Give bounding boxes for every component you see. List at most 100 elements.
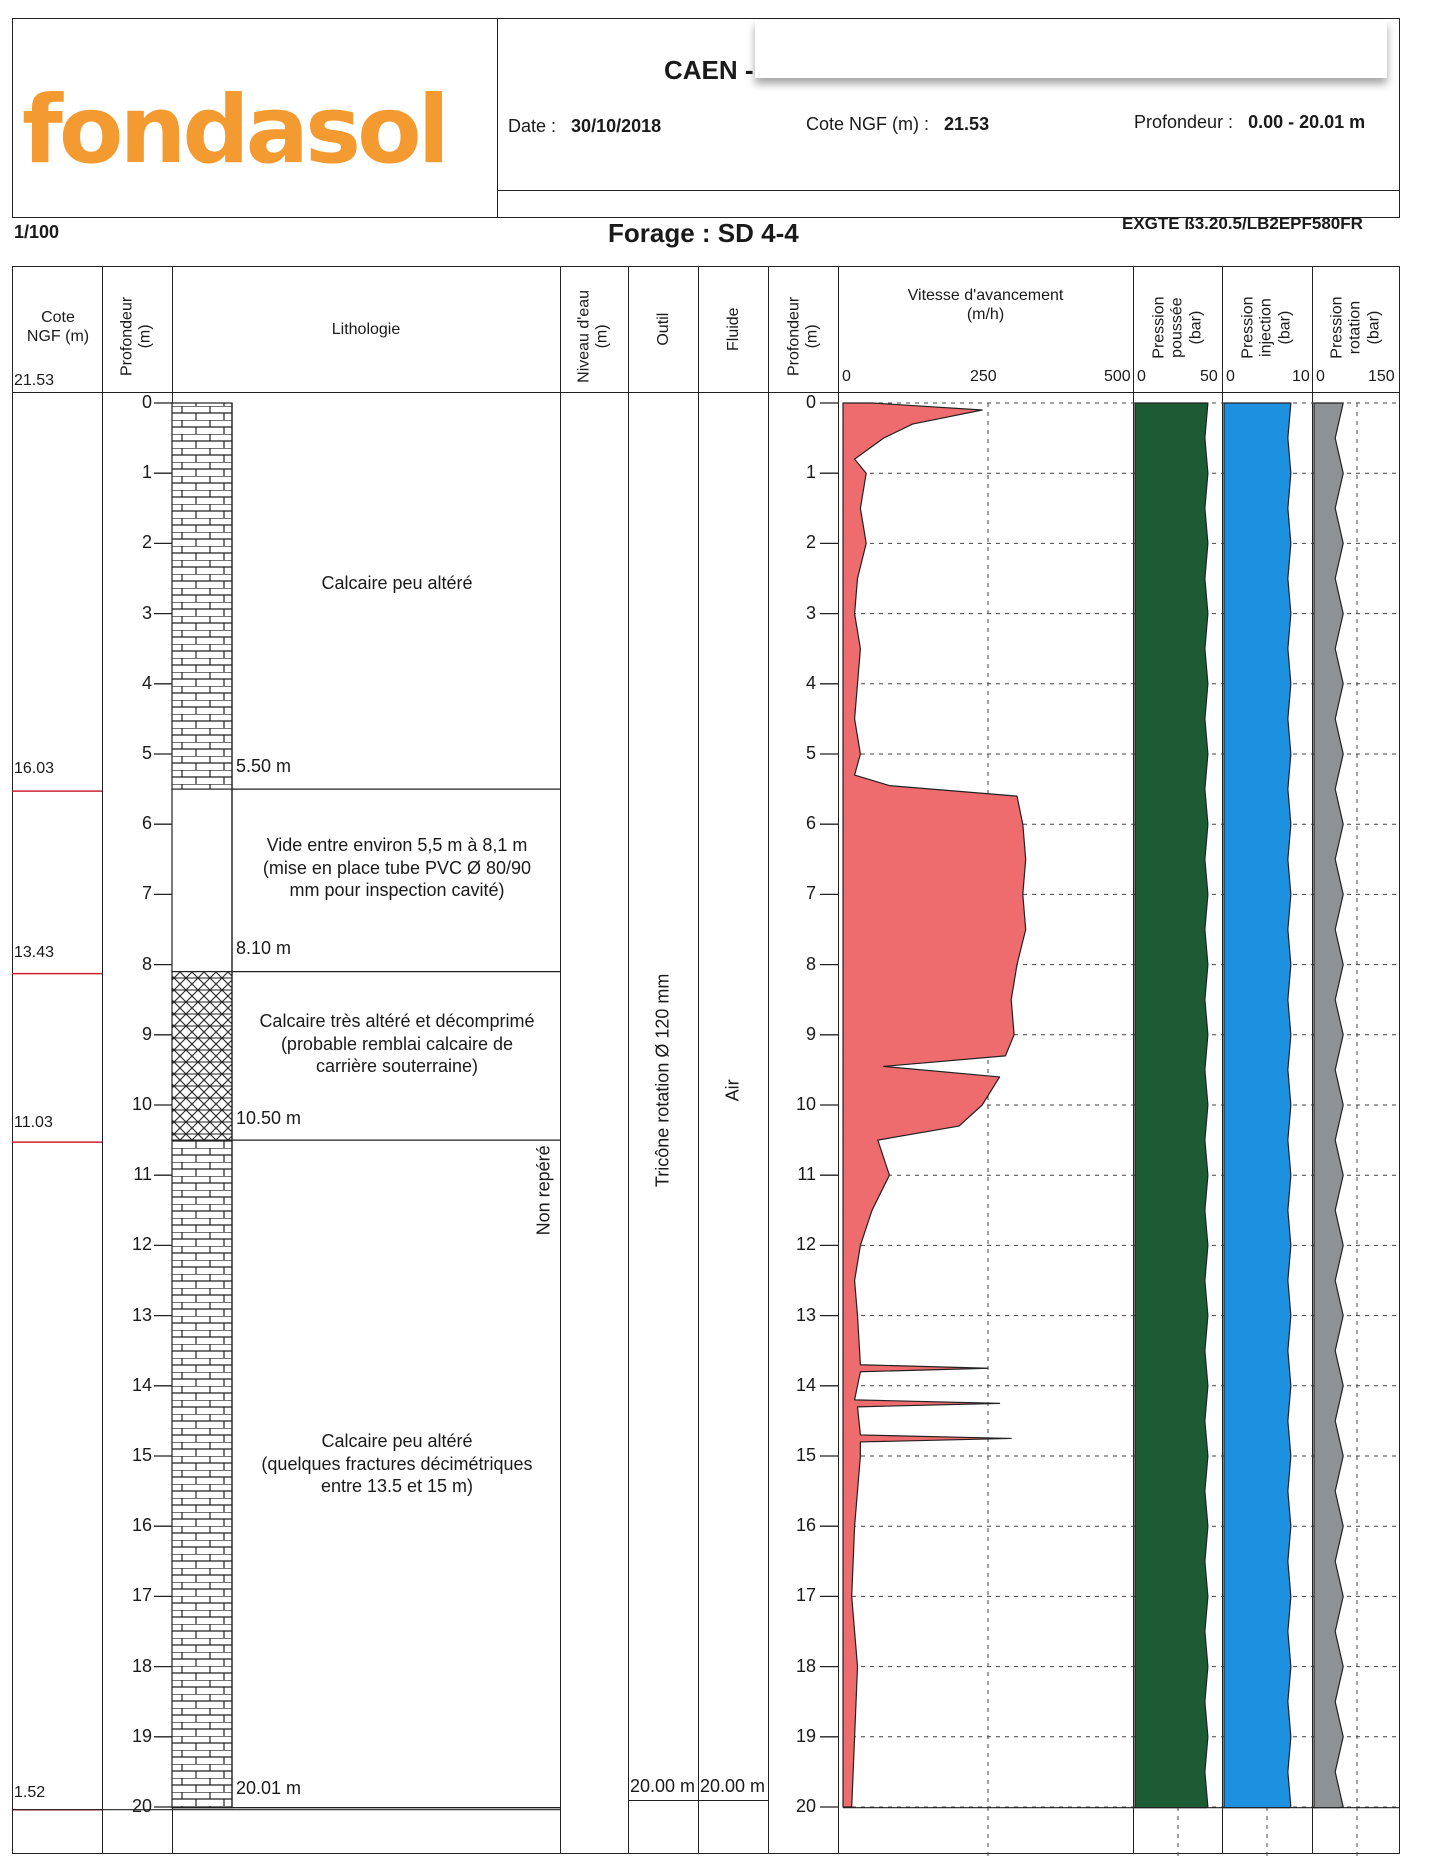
col-sep xyxy=(1133,266,1134,1854)
poussee-area xyxy=(1134,402,1209,1809)
depth-tick-label: 3 xyxy=(141,602,152,623)
profondeur-label: Profondeur : xyxy=(1134,112,1234,132)
axis-injection-10: 10 xyxy=(1292,368,1310,385)
depth-tick-label: 20 xyxy=(131,1796,152,1816)
axis-poussee-50: 50 xyxy=(1200,368,1218,385)
site-title: CAEN - xyxy=(664,55,754,85)
layer-1-base-label: 5.50 m xyxy=(236,756,292,776)
chart-depth-tick-label: 15 xyxy=(795,1445,816,1465)
layer-4-description: Calcaire peu altéré (quelques fractures … xyxy=(261,1431,533,1496)
chart-depth-tick-label: 2 xyxy=(805,532,816,553)
col-sep xyxy=(1312,266,1313,1854)
col-sep xyxy=(560,266,561,1854)
axis-vitesse-250: 250 xyxy=(970,368,997,385)
cote-label: Cote NGF (m) : xyxy=(806,114,930,134)
axis-vitesse-0: 0 xyxy=(842,368,851,385)
depth-tick-label: 5 xyxy=(141,743,152,763)
axis-vitesse-500: 500 xyxy=(1104,368,1131,385)
log-frame xyxy=(12,266,1400,1854)
chart-depth-tick-label: 9 xyxy=(805,1023,816,1044)
header-divider xyxy=(498,190,1400,191)
depth-tick-label: 13 xyxy=(131,1304,152,1325)
depth-tick-label: 10 xyxy=(131,1094,152,1114)
logo-cell: fondasol xyxy=(12,18,498,218)
chart-depth-tick-label: 8 xyxy=(805,953,816,974)
depth-tick-label: 1 xyxy=(141,462,152,483)
depth-tick-label: 9 xyxy=(141,1023,152,1044)
depth-tick-label: 12 xyxy=(131,1234,152,1255)
column-header-divider xyxy=(12,392,1400,393)
layer-3-base-label: 10.50 m xyxy=(236,1108,302,1128)
col-sep xyxy=(768,266,769,1854)
layer-1-description: Calcaire peu altéré xyxy=(321,573,473,593)
fluide-end-label: 20.00 m xyxy=(700,1776,766,1796)
chart-depth-tick-label: 6 xyxy=(805,813,816,834)
cote-base-2: 13.43 xyxy=(14,944,55,961)
vitesse-area xyxy=(842,402,1027,1808)
chart-depth-tick-label: 1 xyxy=(805,462,816,483)
cote-field: Cote NGF (m) : 21.53 xyxy=(806,114,989,135)
outil-end-label: 20.00 m xyxy=(630,1776,696,1796)
chart-depth-tick-label: 19 xyxy=(795,1725,816,1746)
fondasol-logo: fondasol xyxy=(22,76,450,185)
col-sep xyxy=(838,266,839,1854)
header-cote: Cote NGF (m) xyxy=(26,309,90,346)
scale-label: 1/100 xyxy=(14,222,60,242)
date-label: Date : xyxy=(508,116,557,136)
lithology-pattern-weathered xyxy=(171,971,233,1141)
layer-4-base-label: 20.01 m xyxy=(236,1778,302,1798)
date-field: Date : 30/10/2018 xyxy=(508,116,661,137)
depth-tick-label: 2 xyxy=(141,532,152,553)
layer-2-description: Vide entre environ 5,5 m à 8,1 m (mise e… xyxy=(262,835,532,900)
axis-injection-0: 0 xyxy=(1226,368,1235,385)
profondeur-value: 0.00 - 20.01 m xyxy=(1248,112,1366,132)
depth-tick-label: 18 xyxy=(131,1655,152,1676)
lithology-pattern-limestone xyxy=(171,1139,233,1809)
chart-depth-tick-label: 12 xyxy=(795,1234,816,1255)
depth-tick-label: 8 xyxy=(141,953,152,974)
axis-rotation-150: 150 xyxy=(1368,368,1395,385)
lithology-pattern-limestone xyxy=(171,402,233,790)
chart-depth-tick-label: 17 xyxy=(795,1585,816,1606)
depth-tick-label: 19 xyxy=(131,1725,152,1746)
depth-tick-label: 14 xyxy=(131,1374,152,1395)
col-sep xyxy=(698,266,699,1854)
cote-base-3: 11.03 xyxy=(14,1114,53,1131)
header-vitesse: Vitesse d'avancement (m/h) xyxy=(907,287,1064,324)
reference-code: EXGTE ß3.20.5/LB2EPF580FR xyxy=(1122,214,1363,233)
chart-depth-tick-label: 10 xyxy=(795,1094,816,1114)
forage-title: Forage : SD 4-4 xyxy=(608,218,799,248)
chart-depth-tick-label: 16 xyxy=(795,1515,816,1536)
cote-value: 21.53 xyxy=(944,114,990,134)
col-sep xyxy=(1222,266,1223,1854)
chart-depth-tick-label: 20 xyxy=(795,1796,816,1816)
depth-tick-label: 7 xyxy=(141,883,152,904)
chart-depth-tick-label: 0 xyxy=(805,392,816,412)
chart-depth-tick-label: 13 xyxy=(795,1304,816,1325)
col-sep xyxy=(628,266,629,1854)
layer-2-base-label: 8.10 m xyxy=(236,938,292,958)
header-frame xyxy=(12,18,1400,218)
depth-tick-label: 17 xyxy=(131,1585,152,1606)
redaction-box xyxy=(755,20,1387,78)
depth-tick-label: 0 xyxy=(141,392,152,412)
axis-poussee-0: 0 xyxy=(1137,368,1146,385)
injection-area xyxy=(1223,402,1292,1809)
layer-3-description: Calcaire très altéré et décomprimé (prob… xyxy=(259,1011,535,1076)
depth-tick-label: 4 xyxy=(141,672,152,693)
depth-tick-label: 6 xyxy=(141,813,152,834)
depth-tick-label: 11 xyxy=(133,1164,152,1185)
depth-tick-label: 15 xyxy=(131,1445,152,1465)
axis-rotation-0: 0 xyxy=(1316,368,1325,385)
tool-end-line xyxy=(628,1800,768,1801)
header-lithologie: Lithologie xyxy=(331,321,401,338)
chart-depth-tick-label: 7 xyxy=(805,883,816,904)
chart-depth-tick-label: 14 xyxy=(795,1374,816,1395)
chart-depth-tick-label: 11 xyxy=(797,1164,816,1185)
lithology-pattern-void xyxy=(171,788,233,973)
cote-top-value: 21.53 xyxy=(14,372,55,389)
chart-depth-tick-label: 18 xyxy=(795,1655,816,1676)
chart-depth-tick-label: 3 xyxy=(805,602,816,623)
col-sep xyxy=(102,266,103,1854)
